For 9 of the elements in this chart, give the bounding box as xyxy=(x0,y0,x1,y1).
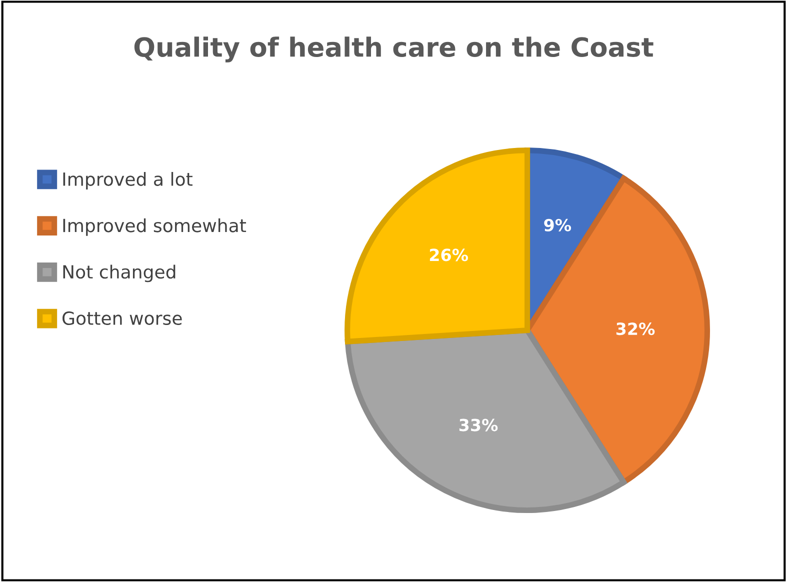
data-label: 26% xyxy=(430,248,468,262)
data-label: 33% xyxy=(459,418,498,432)
legend-label: Improved somewhat xyxy=(63,218,246,236)
data-label: 32% xyxy=(616,322,655,336)
legend-label: Improved a lot xyxy=(63,172,192,190)
legend-label: Gotten worse xyxy=(62,311,182,326)
chart-title: Quality of health care on the Coast xyxy=(134,36,654,62)
legend-label: Not changed xyxy=(63,264,176,282)
data-label: 9% xyxy=(544,218,572,232)
